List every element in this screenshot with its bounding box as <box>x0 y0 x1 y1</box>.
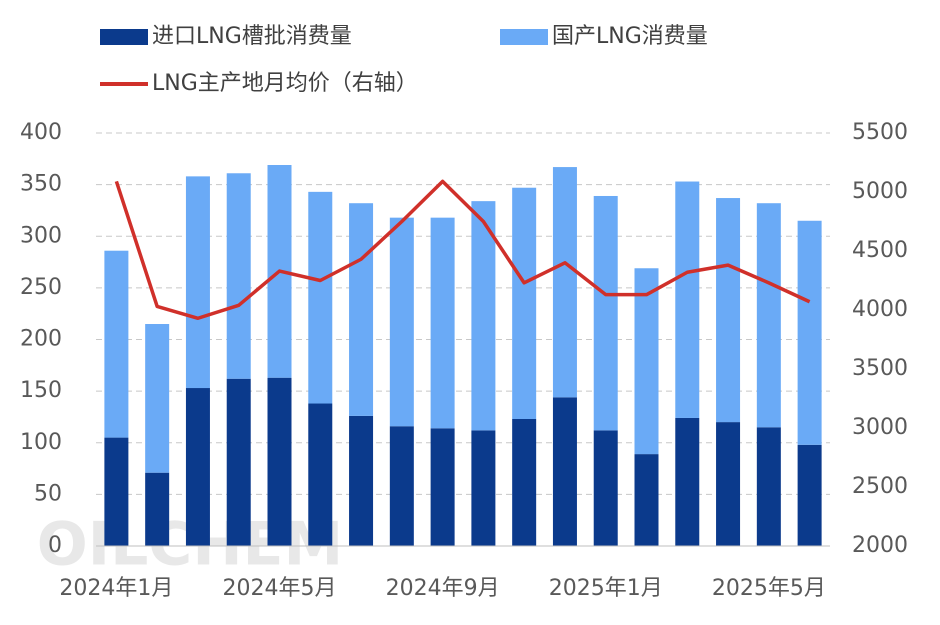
y2-tick-label: 5500 <box>852 120 908 145</box>
bar-segment <box>471 201 496 431</box>
bar-segment <box>634 454 659 546</box>
bar-segment <box>552 397 577 546</box>
bar-segment <box>145 472 170 546</box>
bar-segment <box>512 419 537 546</box>
y-tick-label: 50 <box>34 481 62 506</box>
legend-label: LNG主产地月均价（右轴） <box>152 71 418 96</box>
bar-segment <box>185 388 210 546</box>
bar-segment <box>226 173 251 379</box>
bar-segment <box>675 417 700 546</box>
y-tick-label: 300 <box>20 223 62 248</box>
bar-segment <box>349 203 374 416</box>
price-line <box>114 179 811 321</box>
y-tick-label: 250 <box>20 275 62 300</box>
bar-segment <box>716 422 741 546</box>
legend-swatch <box>100 29 148 45</box>
y2-tick-label: 2500 <box>852 474 908 499</box>
bar-segment <box>797 220 822 445</box>
legend-label: 进口LNG槽批消费量 <box>152 24 352 49</box>
y-tick-label: 400 <box>20 120 62 145</box>
bar-segment <box>756 427 781 546</box>
bar-segment <box>349 415 374 546</box>
y2-tick-label: 2000 <box>852 533 908 558</box>
bar-segment <box>430 217 455 429</box>
bar-segment <box>185 176 210 389</box>
y-tick-label: 0 <box>48 533 62 558</box>
x-tick-label: 2024年9月 <box>386 576 500 601</box>
y-tick-label: 200 <box>20 327 62 352</box>
x-tick-label: 2024年5月 <box>223 576 337 601</box>
y2-tick-label: 4500 <box>852 238 908 263</box>
bar-segment <box>756 203 781 428</box>
bar-segment <box>267 377 292 546</box>
x-tick-label: 2025年5月 <box>712 576 826 601</box>
bar-segment <box>430 428 455 546</box>
bar-segment <box>552 167 577 398</box>
y2-tick-label: 4000 <box>852 297 908 322</box>
y2-tick-label: 3500 <box>852 356 908 381</box>
bar-segment <box>104 250 129 438</box>
bar-segment <box>593 195 618 431</box>
legend-label: 国产LNG消费量 <box>552 24 708 49</box>
bar-segment <box>634 268 659 455</box>
bar-segment <box>308 191 333 404</box>
bar-segment <box>512 187 537 420</box>
bar-segment <box>226 378 251 546</box>
bar-segment <box>308 403 333 546</box>
x-tick-label: 2024年1月 <box>59 576 173 601</box>
legend-swatch <box>500 29 548 45</box>
bar-segment <box>145 324 170 473</box>
bar-segment <box>104 437 129 546</box>
x-tick-label: 2025年1月 <box>549 576 663 601</box>
bar-segment <box>471 430 496 546</box>
bar-segment <box>797 444 822 546</box>
bar-segment <box>389 426 414 546</box>
bar-segment <box>675 181 700 418</box>
y2-tick-label: 3000 <box>852 415 908 440</box>
bar-segment <box>593 430 618 546</box>
y-tick-label: 100 <box>20 430 62 455</box>
y-tick-label: 350 <box>20 172 62 197</box>
y-tick-label: 150 <box>20 378 62 403</box>
bar-segment <box>389 217 414 427</box>
bar-segment <box>716 198 741 423</box>
y2-tick-label: 5000 <box>852 179 908 204</box>
